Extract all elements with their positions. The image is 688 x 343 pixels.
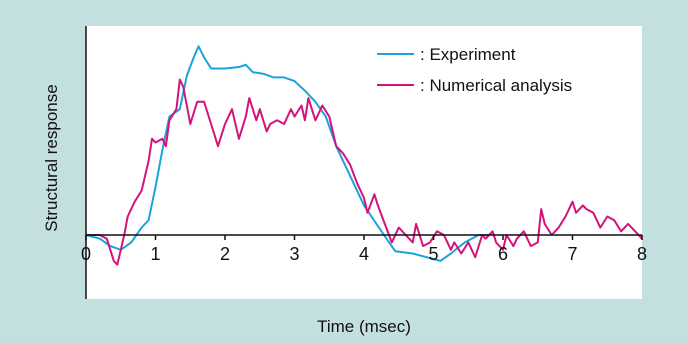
plot-area: [86, 26, 642, 299]
x-tick-label: 7: [567, 244, 577, 264]
series-layer: [85, 45, 643, 266]
x-tick-label: 2: [220, 244, 230, 264]
legend-label-experiment: : Experiment: [420, 45, 516, 64]
x-tick-label: 6: [498, 244, 508, 264]
series-line-experiment: [85, 45, 490, 262]
x-axis-label: Time (msec): [317, 317, 411, 336]
series-line-numerical-analysis: [86, 78, 643, 266]
x-tick-label: 5: [428, 244, 438, 264]
x-tick-label: 1: [150, 244, 160, 264]
x-tick-label: 0: [81, 244, 91, 264]
legend: : Experiment : Numerical analysis: [377, 45, 572, 95]
x-tick-label: 4: [359, 244, 369, 264]
axis-layer: 0 1 2 3 4 5 6 7 8: [81, 26, 647, 299]
x-tick-label: 3: [289, 244, 299, 264]
legend-label-numerical-analysis: : Numerical analysis: [420, 76, 572, 95]
x-tick-label: 8: [637, 244, 647, 264]
y-axis-label: Structural response: [42, 84, 61, 231]
